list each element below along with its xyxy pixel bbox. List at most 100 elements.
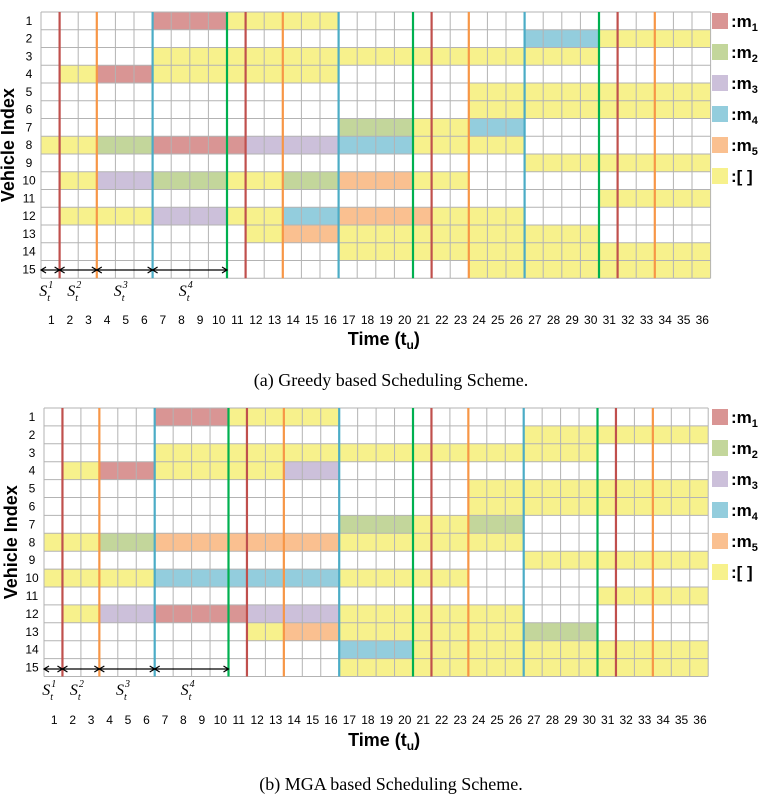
legend-label-sub: 3: [752, 84, 758, 96]
x-tick-label: 34: [656, 713, 670, 727]
cell-v13-t27-empty: [524, 225, 544, 243]
cell-v15-t29-empty: [560, 658, 580, 677]
x-tick-label: 21: [417, 313, 431, 327]
cell-v12-t18-m5: [357, 207, 376, 225]
legend-label-main: :m: [731, 43, 752, 62]
cell-v1-t10-m1: [208, 12, 227, 30]
legend-label-main: :m: [731, 532, 752, 551]
cell-v8-t19-m4: [375, 136, 395, 154]
cell-v8-t13-m3: [264, 136, 283, 154]
interval-label-s1: S1 t: [42, 679, 56, 703]
cell-v6-t32-empty: [617, 100, 637, 119]
x-tick-label: 19: [380, 713, 394, 727]
cell-v1-t13-empty: [264, 12, 283, 30]
legend-label-m3: :m3: [731, 74, 758, 96]
cell-v15-t29-empty: [561, 260, 581, 279]
x-tick-label: 24: [472, 313, 486, 327]
cell-v14-t22-empty: [431, 242, 451, 261]
cell-v10-t4-empty: [99, 569, 118, 587]
x-tick-label: 25: [491, 313, 505, 327]
cell-v2-t36-empty: [692, 29, 711, 48]
cell-v5-t34-empty: [652, 479, 672, 498]
cell-v4-t5-m1: [115, 65, 134, 83]
x-tick-label: 32: [619, 713, 633, 727]
cell-v8-t1-empty: [41, 136, 60, 154]
x-tick-label: 20: [398, 313, 412, 327]
x-tick-label: 17: [342, 313, 356, 327]
cell-v1-t16-empty: [320, 408, 340, 426]
legend-swatch-m1: [712, 409, 728, 425]
cell-v12-t17-m5: [338, 207, 358, 225]
cell-v14-t32-empty: [615, 640, 635, 659]
cell-v13-t24-empty: [468, 225, 488, 243]
y-tick-label: 12: [25, 607, 39, 621]
x-tick-label: 35: [677, 313, 691, 327]
x-tick-label: 34: [658, 313, 672, 327]
cell-v8-t4-m2: [99, 533, 118, 552]
cell-v14-t24-empty: [468, 640, 487, 659]
cell-v3-t26-empty: [506, 47, 525, 66]
cell-v1-t11-empty: [227, 12, 246, 30]
cell-v13-t18-empty: [357, 225, 376, 243]
cell-v1-t7-m1: [154, 408, 174, 426]
cell-v7-t24-m2: [468, 515, 487, 534]
cell-v10-t10-m2: [208, 171, 227, 190]
interval-label-sub: t: [78, 692, 81, 703]
cell-v7-t21-empty: [413, 515, 432, 534]
cell-v13-t24-empty: [468, 622, 487, 641]
cell-v8-t16-m3: [320, 136, 339, 154]
cell-v4-t6-m1: [134, 65, 153, 83]
y-tick-label: 3: [29, 446, 36, 460]
cell-v4-t15-m3: [302, 461, 321, 480]
y-tick-label: 3: [26, 49, 33, 63]
cell-v11-t32-empty: [615, 587, 635, 605]
interval-label-main: S: [179, 283, 187, 300]
cell-v3-t10-empty: [210, 443, 229, 462]
cell-v7-t18-m2: [357, 118, 376, 137]
cell-v4-t3-empty: [78, 65, 97, 83]
x-tick-label: 26: [509, 713, 523, 727]
cell-v8-t22-empty: [431, 533, 450, 552]
cell-v5-t33-empty: [636, 83, 655, 101]
cell-v2-t30-m4: [580, 29, 599, 48]
cell-v12-t14-m4: [282, 207, 302, 225]
cell-v14-t31-empty: [599, 242, 618, 261]
cell-v3-t28-empty: [543, 47, 562, 66]
x-tick-label: 20: [398, 713, 412, 727]
y-tick-label: 14: [22, 245, 36, 259]
cell-v12-t17-empty: [339, 604, 358, 623]
x-tick-label: 16: [324, 313, 338, 327]
x-tick-label: 17: [343, 713, 357, 727]
interval-label-s3: S3 t: [116, 679, 130, 703]
cell-v13-t15-m5: [302, 622, 321, 641]
cell-v2-t31-empty: [599, 29, 618, 48]
cell-v13-t18-empty: [357, 622, 377, 641]
x-axis-title-main: Time (t: [348, 730, 407, 750]
cell-v15-t23-empty: [449, 658, 469, 677]
cell-v14-t35-empty: [673, 242, 692, 261]
cell-v7-t21-empty: [413, 118, 432, 137]
cell-v12-t24-empty: [468, 604, 487, 623]
cell-v3-t22-empty: [431, 443, 450, 462]
x-axis-title-sub: u: [407, 739, 414, 753]
cell-v3-t27-empty: [524, 47, 544, 66]
cell-v11-t35-empty: [671, 587, 690, 605]
legend-label-empty: :[ ]: [731, 563, 753, 582]
cell-v8-t8-m1: [171, 136, 190, 154]
legend-label-sub: 4: [752, 511, 759, 523]
cell-v15-t34-empty: [652, 658, 672, 677]
cell-v9-t28-empty: [542, 551, 561, 570]
legend-label-main: :m: [731, 136, 752, 155]
cell-v4-t16-m3: [320, 461, 340, 480]
cell-v12-t11-empty: [227, 207, 246, 225]
cell-v1-t8-m1: [171, 12, 190, 30]
y-tick-label: 13: [22, 227, 36, 241]
cell-v13-t12-empty: [246, 622, 266, 641]
interval-arrow-head-right: [223, 665, 230, 673]
cell-v12-t2-empty: [59, 207, 79, 225]
cell-v10-t7-m2: [152, 171, 172, 190]
cell-v15-t30-empty: [579, 658, 598, 677]
cell-v4-t5-m1: [117, 461, 137, 480]
cell-v11-t36-empty: [689, 587, 709, 605]
